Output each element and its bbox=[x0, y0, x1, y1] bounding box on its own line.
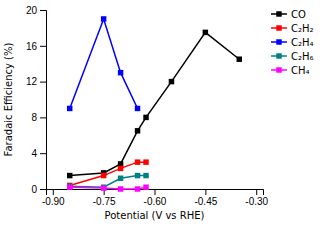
series-marker bbox=[118, 176, 123, 181]
y-axis-title: Faradaic Efficiency (%) bbox=[3, 43, 14, 157]
x-tick: -0.75 bbox=[93, 189, 116, 207]
legend-label: CH₄ bbox=[291, 65, 310, 76]
x-axis-line bbox=[47, 190, 264, 196]
series-line bbox=[70, 176, 146, 188]
series-marker bbox=[237, 56, 242, 61]
legend-item: C₂H₄ bbox=[271, 37, 314, 48]
y-tick: 8 bbox=[31, 112, 46, 123]
series-marker bbox=[101, 184, 106, 189]
series-marker bbox=[143, 115, 148, 120]
series-marker bbox=[135, 106, 140, 111]
series-marker bbox=[135, 173, 140, 178]
x-tick: -0.45 bbox=[194, 189, 217, 207]
x-tick-label: -0.90 bbox=[42, 196, 65, 207]
series-marker bbox=[67, 184, 72, 189]
series-line bbox=[70, 19, 138, 109]
series-marker bbox=[143, 184, 148, 189]
legend-label: C₂H₆ bbox=[291, 51, 314, 62]
legend-marker bbox=[276, 11, 281, 16]
series-marker bbox=[135, 159, 140, 164]
y-tick-mark bbox=[40, 117, 46, 118]
legend-marker bbox=[276, 53, 281, 58]
series-marker bbox=[203, 30, 208, 35]
x-tick: -0.30 bbox=[245, 189, 268, 207]
x-axis: -0.90 -0.75 -0.60 -0.45 -0.30 bbox=[42, 189, 269, 207]
y-tick-label: 8 bbox=[31, 112, 37, 123]
series-line bbox=[70, 187, 146, 189]
y-tick: 16 bbox=[26, 41, 46, 52]
y-tick-label: 20 bbox=[26, 5, 38, 16]
series-marker bbox=[135, 128, 140, 133]
x-tick-label: -0.30 bbox=[245, 196, 268, 207]
series-marker bbox=[118, 186, 123, 191]
y-tick: 4 bbox=[31, 148, 46, 159]
x-tick: -0.90 bbox=[42, 189, 65, 207]
x-axis-title: Potential (V vs RHE) bbox=[105, 210, 205, 221]
y-tick-label: 4 bbox=[31, 148, 37, 159]
y-axis: 0 4 8 12 16 20 bbox=[26, 5, 47, 195]
x-tick-label: -0.75 bbox=[93, 196, 116, 207]
legend-label: C₂H₄ bbox=[291, 37, 314, 48]
legend-marker bbox=[276, 67, 281, 72]
series-line bbox=[70, 32, 240, 175]
series-marker bbox=[143, 159, 148, 164]
series-marker bbox=[118, 70, 123, 75]
series-marker bbox=[169, 79, 174, 84]
y-tick: 20 bbox=[26, 5, 46, 16]
series-marker bbox=[135, 186, 140, 191]
y-tick-mark bbox=[40, 189, 46, 190]
series-marker bbox=[101, 16, 106, 21]
y-tick-mark bbox=[40, 10, 46, 11]
x-tick-mark bbox=[256, 189, 257, 195]
legend-item: C₂H₂ bbox=[271, 23, 314, 34]
legend-marker bbox=[276, 25, 281, 30]
legend-label: C₂H₂ bbox=[291, 23, 314, 34]
x-tick-label: -0.60 bbox=[144, 196, 167, 207]
legend-item: CO bbox=[271, 9, 306, 20]
series-marker bbox=[118, 166, 123, 171]
y-tick: 12 bbox=[26, 76, 46, 87]
legend-item: CH₄ bbox=[271, 65, 310, 76]
y-tick-mark bbox=[40, 82, 46, 83]
legend: CO C₂H₂ C₂H₄ C₂H₆ CH₄ bbox=[271, 9, 314, 76]
series-marker bbox=[67, 173, 72, 178]
series-marker bbox=[67, 184, 72, 189]
y-tick-label: 12 bbox=[26, 76, 38, 87]
x-tick-mark bbox=[155, 189, 156, 195]
chart: -0.90 -0.75 -0.60 -0.45 -0.30 0 4 8 12 16 20 Potent… bbox=[0, 0, 325, 225]
x-tick: -0.60 bbox=[144, 189, 167, 207]
series-marker bbox=[143, 173, 148, 178]
y-axis-line bbox=[40, 11, 47, 190]
legend-item: C₂H₆ bbox=[271, 51, 314, 62]
y-tick-mark bbox=[40, 46, 46, 47]
legend-marker bbox=[276, 39, 281, 44]
series-marker bbox=[67, 106, 72, 111]
plot: -0.90 -0.75 -0.60 -0.45 -0.30 0 4 8 12 16 20 bbox=[26, 5, 269, 207]
y-tick: 0 bbox=[31, 184, 46, 195]
x-tick-label: -0.45 bbox=[194, 196, 217, 207]
legend-label: CO bbox=[291, 9, 306, 20]
y-tick-label: 0 bbox=[31, 184, 37, 195]
series-marker bbox=[101, 185, 106, 190]
y-tick-label: 16 bbox=[26, 41, 38, 52]
x-tick-mark bbox=[205, 189, 206, 195]
series-marker bbox=[101, 173, 106, 178]
series-line bbox=[70, 162, 146, 185]
y-tick-mark bbox=[40, 153, 46, 154]
series-group bbox=[67, 16, 242, 192]
x-tick-mark bbox=[53, 189, 54, 195]
